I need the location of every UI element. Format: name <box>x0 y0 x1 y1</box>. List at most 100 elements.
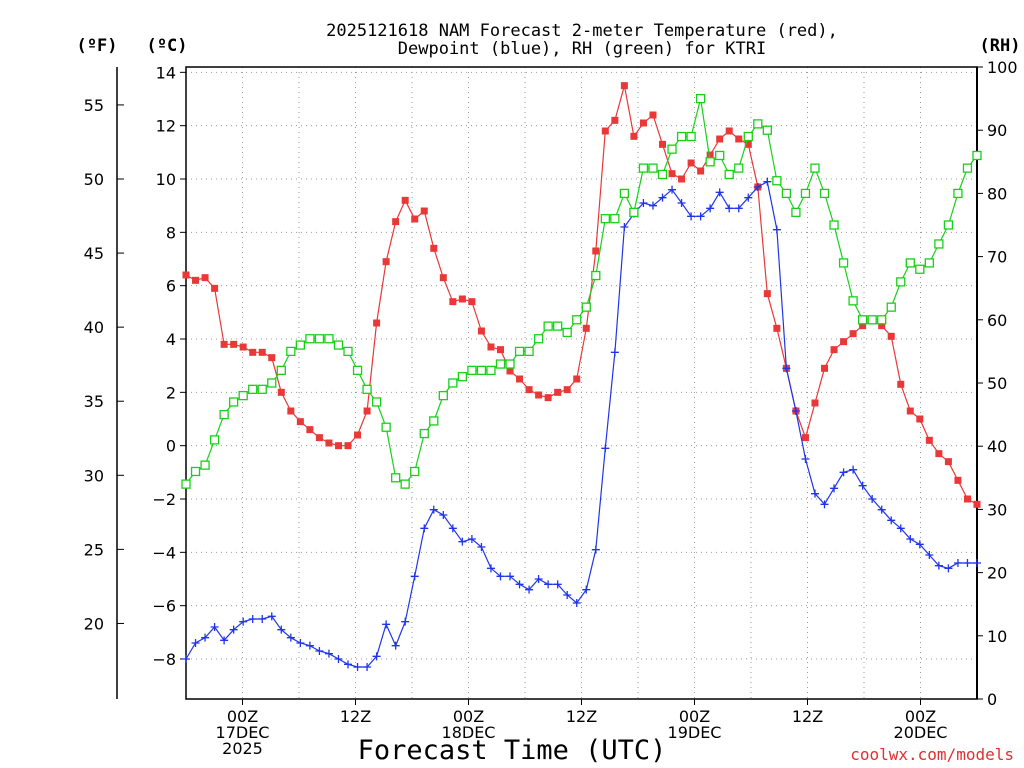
dewpoint-point <box>201 633 210 642</box>
rh-point <box>886 302 896 312</box>
rh-point <box>391 473 401 483</box>
temperature-point <box>258 348 266 356</box>
temperature-point <box>277 388 285 396</box>
f-tick-label: 50 <box>84 170 104 189</box>
c-tick-label: −4 <box>152 543 176 562</box>
dewpoint-series <box>182 177 981 671</box>
dewpoint-point <box>944 564 953 573</box>
rh-tick-label: 90 <box>987 121 1007 140</box>
temperature-point <box>840 338 848 346</box>
dewpoint-point <box>934 561 943 570</box>
rh-point <box>877 315 887 325</box>
temperature-point <box>887 332 895 340</box>
temperature-point <box>773 324 781 332</box>
data-series <box>181 82 982 671</box>
temperature-point <box>697 167 705 175</box>
rh-point <box>429 416 439 426</box>
rh-point <box>791 207 801 218</box>
rh-point <box>562 327 572 338</box>
dewpoint-point <box>239 617 248 626</box>
rh-point <box>600 214 610 224</box>
dewpoint-point <box>839 468 848 477</box>
temperature-point <box>296 418 304 426</box>
dewpoint-point <box>953 559 962 567</box>
f-tick-label: 45 <box>84 244 104 263</box>
temperature-point <box>506 367 514 375</box>
temperature-point <box>220 340 228 348</box>
rh-point <box>648 163 658 173</box>
c-tick-label: 0 <box>166 437 176 456</box>
rh-point <box>295 340 306 350</box>
dewpoint-point <box>591 545 600 554</box>
rh-point <box>896 277 906 287</box>
temperature-point <box>287 407 295 415</box>
dewpoint-point <box>648 201 657 210</box>
dewpoint-point <box>286 633 295 642</box>
x-tick-label: 00Z <box>679 707 710 726</box>
rh-point <box>248 384 258 394</box>
temperature-point <box>211 284 219 292</box>
temperature-point <box>554 388 562 396</box>
temperature-point <box>535 391 543 399</box>
f-tick-label: 25 <box>84 540 104 559</box>
rh-point <box>257 384 267 394</box>
rh-point <box>181 479 191 489</box>
x-tick-label: 17DEC <box>216 723 270 742</box>
x-tick-label: 18DEC <box>442 723 496 742</box>
rh-point <box>267 378 277 388</box>
dewpoint-point <box>391 641 400 650</box>
temperature-point <box>525 386 533 394</box>
temperature-point <box>763 290 771 298</box>
dewpoint-point <box>801 455 810 463</box>
dewpoint-point <box>791 407 800 415</box>
temperature-point <box>411 215 419 223</box>
rh-point <box>629 207 639 218</box>
rh-point <box>219 409 229 420</box>
tick-labels: 14121086420−2−4−6−8555045403530252010090… <box>84 58 1018 758</box>
rh-point <box>705 157 715 167</box>
temperature-point <box>944 458 952 466</box>
dewpoint-point <box>401 617 410 626</box>
x-tick-label: 12Z <box>340 707 371 726</box>
rh-point <box>695 93 706 104</box>
temperature-point <box>963 495 971 503</box>
rh-tick-label: 60 <box>987 311 1007 330</box>
temperature-point <box>516 375 524 383</box>
x-tick-label: 12Z <box>566 707 597 726</box>
rh-point <box>962 163 973 173</box>
temperature-point <box>916 415 924 423</box>
dewpoint-point <box>248 615 257 623</box>
rh-point <box>686 131 696 142</box>
temperature-point <box>230 340 238 348</box>
temperature-point <box>716 135 724 143</box>
dewpoint-point <box>553 580 562 589</box>
temperature-point <box>458 295 466 303</box>
rh-point <box>238 390 248 401</box>
rh-point <box>410 466 420 477</box>
c-tick-label: −6 <box>152 597 176 616</box>
dewpoint-point <box>849 465 858 474</box>
temperature-point <box>611 116 619 124</box>
dewpoint-point <box>763 177 772 186</box>
rh-point <box>591 270 601 281</box>
rh-point <box>619 188 630 199</box>
rh-point <box>362 384 372 394</box>
dewpoint-point <box>963 559 972 567</box>
dewpoint-point <box>830 484 839 493</box>
dewpoint-point <box>896 524 905 533</box>
temperature-point <box>239 343 247 351</box>
temperature-point <box>620 82 628 90</box>
rh-point <box>286 346 296 357</box>
c-tick-label: 10 <box>156 170 176 189</box>
dewpoint-point <box>915 540 924 549</box>
temperature-point <box>601 127 609 135</box>
rh-point <box>381 422 391 432</box>
dewpoint-point <box>372 652 381 661</box>
temperature-point <box>249 348 257 356</box>
rh-point <box>915 264 925 274</box>
f-tick-label: 30 <box>84 466 104 485</box>
rh-point <box>419 428 429 439</box>
dewpoint-point <box>496 572 505 581</box>
temperature-point <box>954 476 962 484</box>
temperature-point <box>821 364 829 372</box>
